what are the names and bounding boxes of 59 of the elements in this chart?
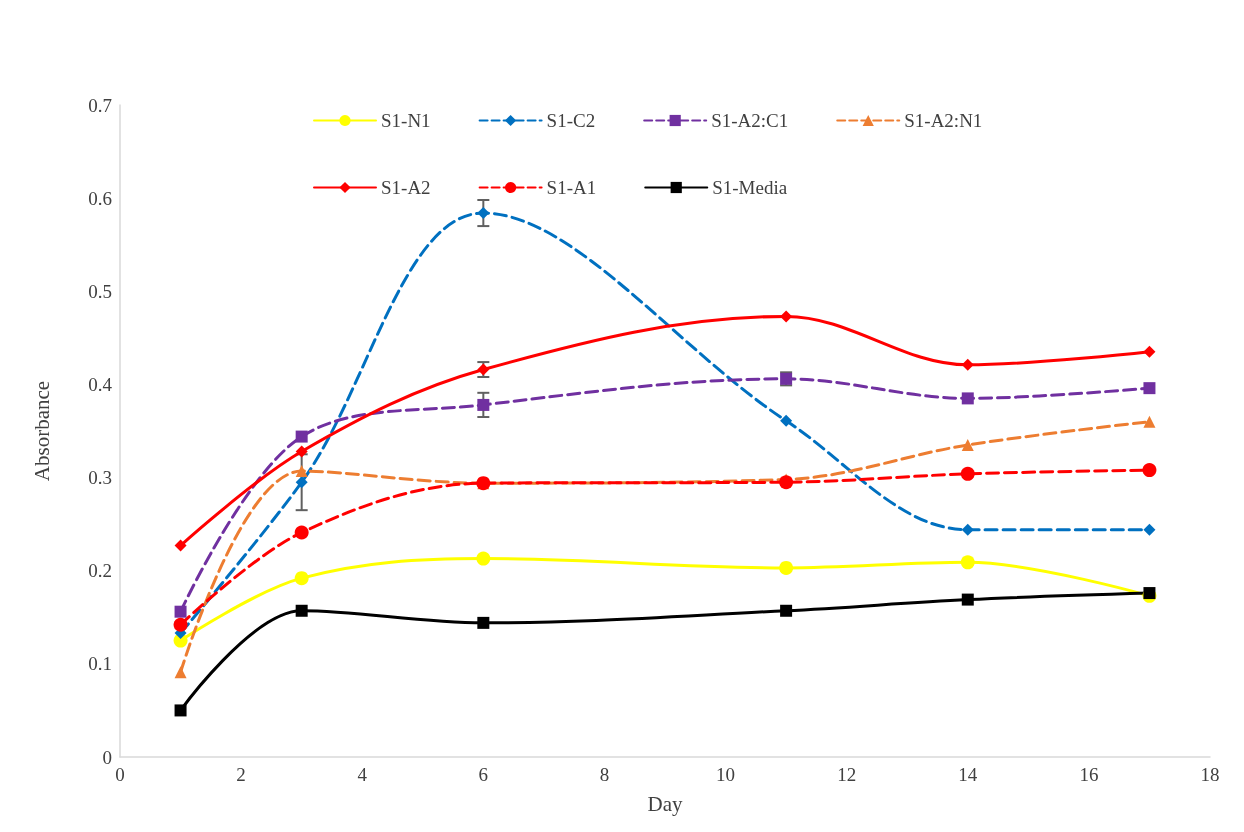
legend-label: S1-A2:N1 bbox=[904, 110, 983, 131]
x-axis-title: Day bbox=[647, 791, 683, 816]
point bbox=[174, 666, 187, 679]
point bbox=[961, 523, 974, 536]
legend-label: S1-Media bbox=[712, 177, 788, 198]
point bbox=[174, 605, 187, 618]
x-tick-label: 8 bbox=[599, 764, 610, 785]
point bbox=[780, 414, 793, 427]
legend-label: S1-C2 bbox=[546, 110, 596, 131]
point bbox=[173, 617, 188, 632]
point bbox=[780, 604, 793, 617]
point bbox=[174, 539, 187, 552]
point bbox=[961, 438, 974, 451]
legend-label: S1-A2:C1 bbox=[711, 110, 789, 131]
point bbox=[779, 560, 794, 575]
y-tick-label: 0.6 bbox=[88, 187, 112, 209]
point bbox=[295, 465, 308, 478]
y-tick-label: 0.1 bbox=[88, 653, 112, 675]
x-tick-label: 10 bbox=[716, 764, 736, 785]
point bbox=[477, 398, 490, 411]
point bbox=[1143, 382, 1156, 395]
y-tick-label: 0.4 bbox=[88, 373, 113, 395]
point bbox=[1143, 523, 1156, 536]
point bbox=[960, 555, 975, 570]
point bbox=[960, 466, 975, 481]
point bbox=[477, 207, 490, 220]
y-axis-title: Absorbance bbox=[29, 380, 54, 482]
x-tick-label: 6 bbox=[478, 764, 489, 785]
y-tick-label: 0.5 bbox=[88, 280, 112, 302]
point bbox=[477, 616, 490, 629]
point bbox=[295, 430, 308, 443]
point bbox=[294, 525, 309, 540]
legend-label: S1-N1 bbox=[381, 110, 431, 131]
x-tick-label: 16 bbox=[1079, 764, 1099, 785]
x-tick-label: 0 bbox=[115, 764, 125, 785]
point bbox=[295, 604, 308, 617]
point bbox=[295, 476, 308, 489]
point bbox=[1142, 463, 1157, 478]
point bbox=[294, 571, 309, 586]
x-tick-label: 2 bbox=[236, 764, 246, 785]
point bbox=[961, 593, 974, 606]
point bbox=[476, 551, 491, 566]
point bbox=[779, 475, 794, 490]
y-tick-label: 0.7 bbox=[88, 94, 112, 116]
x-tick-label: 4 bbox=[357, 764, 368, 785]
x-tick-label: 14 bbox=[958, 764, 978, 785]
x-tick-label: 18 bbox=[1200, 764, 1220, 785]
y-tick-label: 0.3 bbox=[88, 467, 112, 489]
legend-label: S1-A1 bbox=[546, 177, 597, 198]
point bbox=[1143, 415, 1156, 428]
legend-label: S1-A2 bbox=[381, 177, 431, 198]
x-tick-label: 12 bbox=[837, 764, 857, 785]
y-tick-label: 0 bbox=[102, 746, 112, 768]
point bbox=[1143, 345, 1156, 358]
y-tick-label: 0.2 bbox=[88, 560, 112, 582]
point bbox=[961, 392, 974, 405]
point bbox=[780, 310, 793, 323]
point bbox=[295, 445, 308, 458]
point bbox=[174, 704, 187, 717]
